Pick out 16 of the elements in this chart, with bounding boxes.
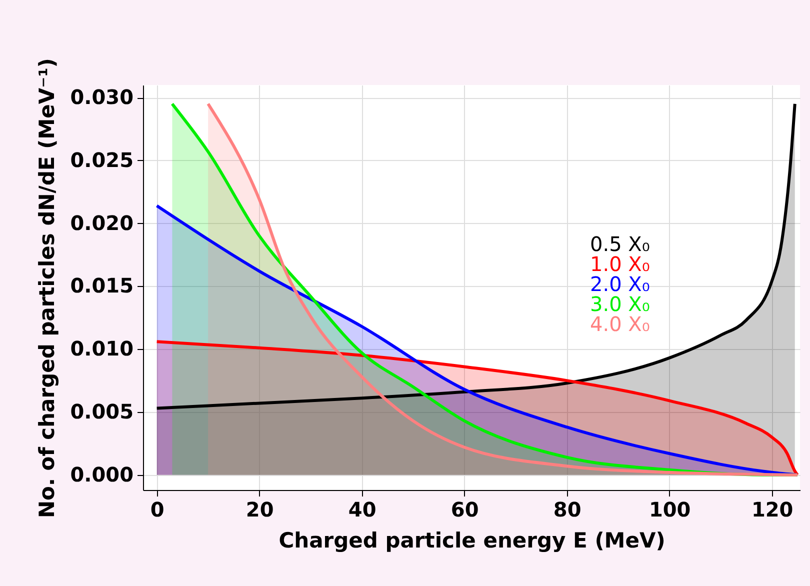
- y-tick-label: 0.025: [70, 148, 134, 172]
- x-tick-label: 80: [553, 498, 582, 522]
- x-axis-title: Charged particle energy E (MeV): [278, 528, 666, 552]
- y-tick-label: 0.010: [70, 336, 134, 361]
- x-tick-label: 100: [648, 498, 691, 522]
- y-tick-label: 0.000: [70, 462, 134, 486]
- y-tick-label: 0.015: [70, 274, 134, 298]
- y-tick-label: 0.020: [70, 210, 134, 235]
- y-tick-label: 0.005: [70, 400, 134, 424]
- y-axis-title: No. of charged particles dN/dE (MeV⁻¹): [35, 58, 60, 518]
- x-tick-label: 0: [150, 498, 164, 522]
- x-tick-label: 20: [246, 498, 274, 522]
- x-tick-label: 40: [348, 498, 376, 522]
- x-tick-label: 60: [450, 498, 479, 522]
- x-tick-label: 120: [751, 498, 794, 522]
- y-tick-label: 0.030: [70, 85, 134, 110]
